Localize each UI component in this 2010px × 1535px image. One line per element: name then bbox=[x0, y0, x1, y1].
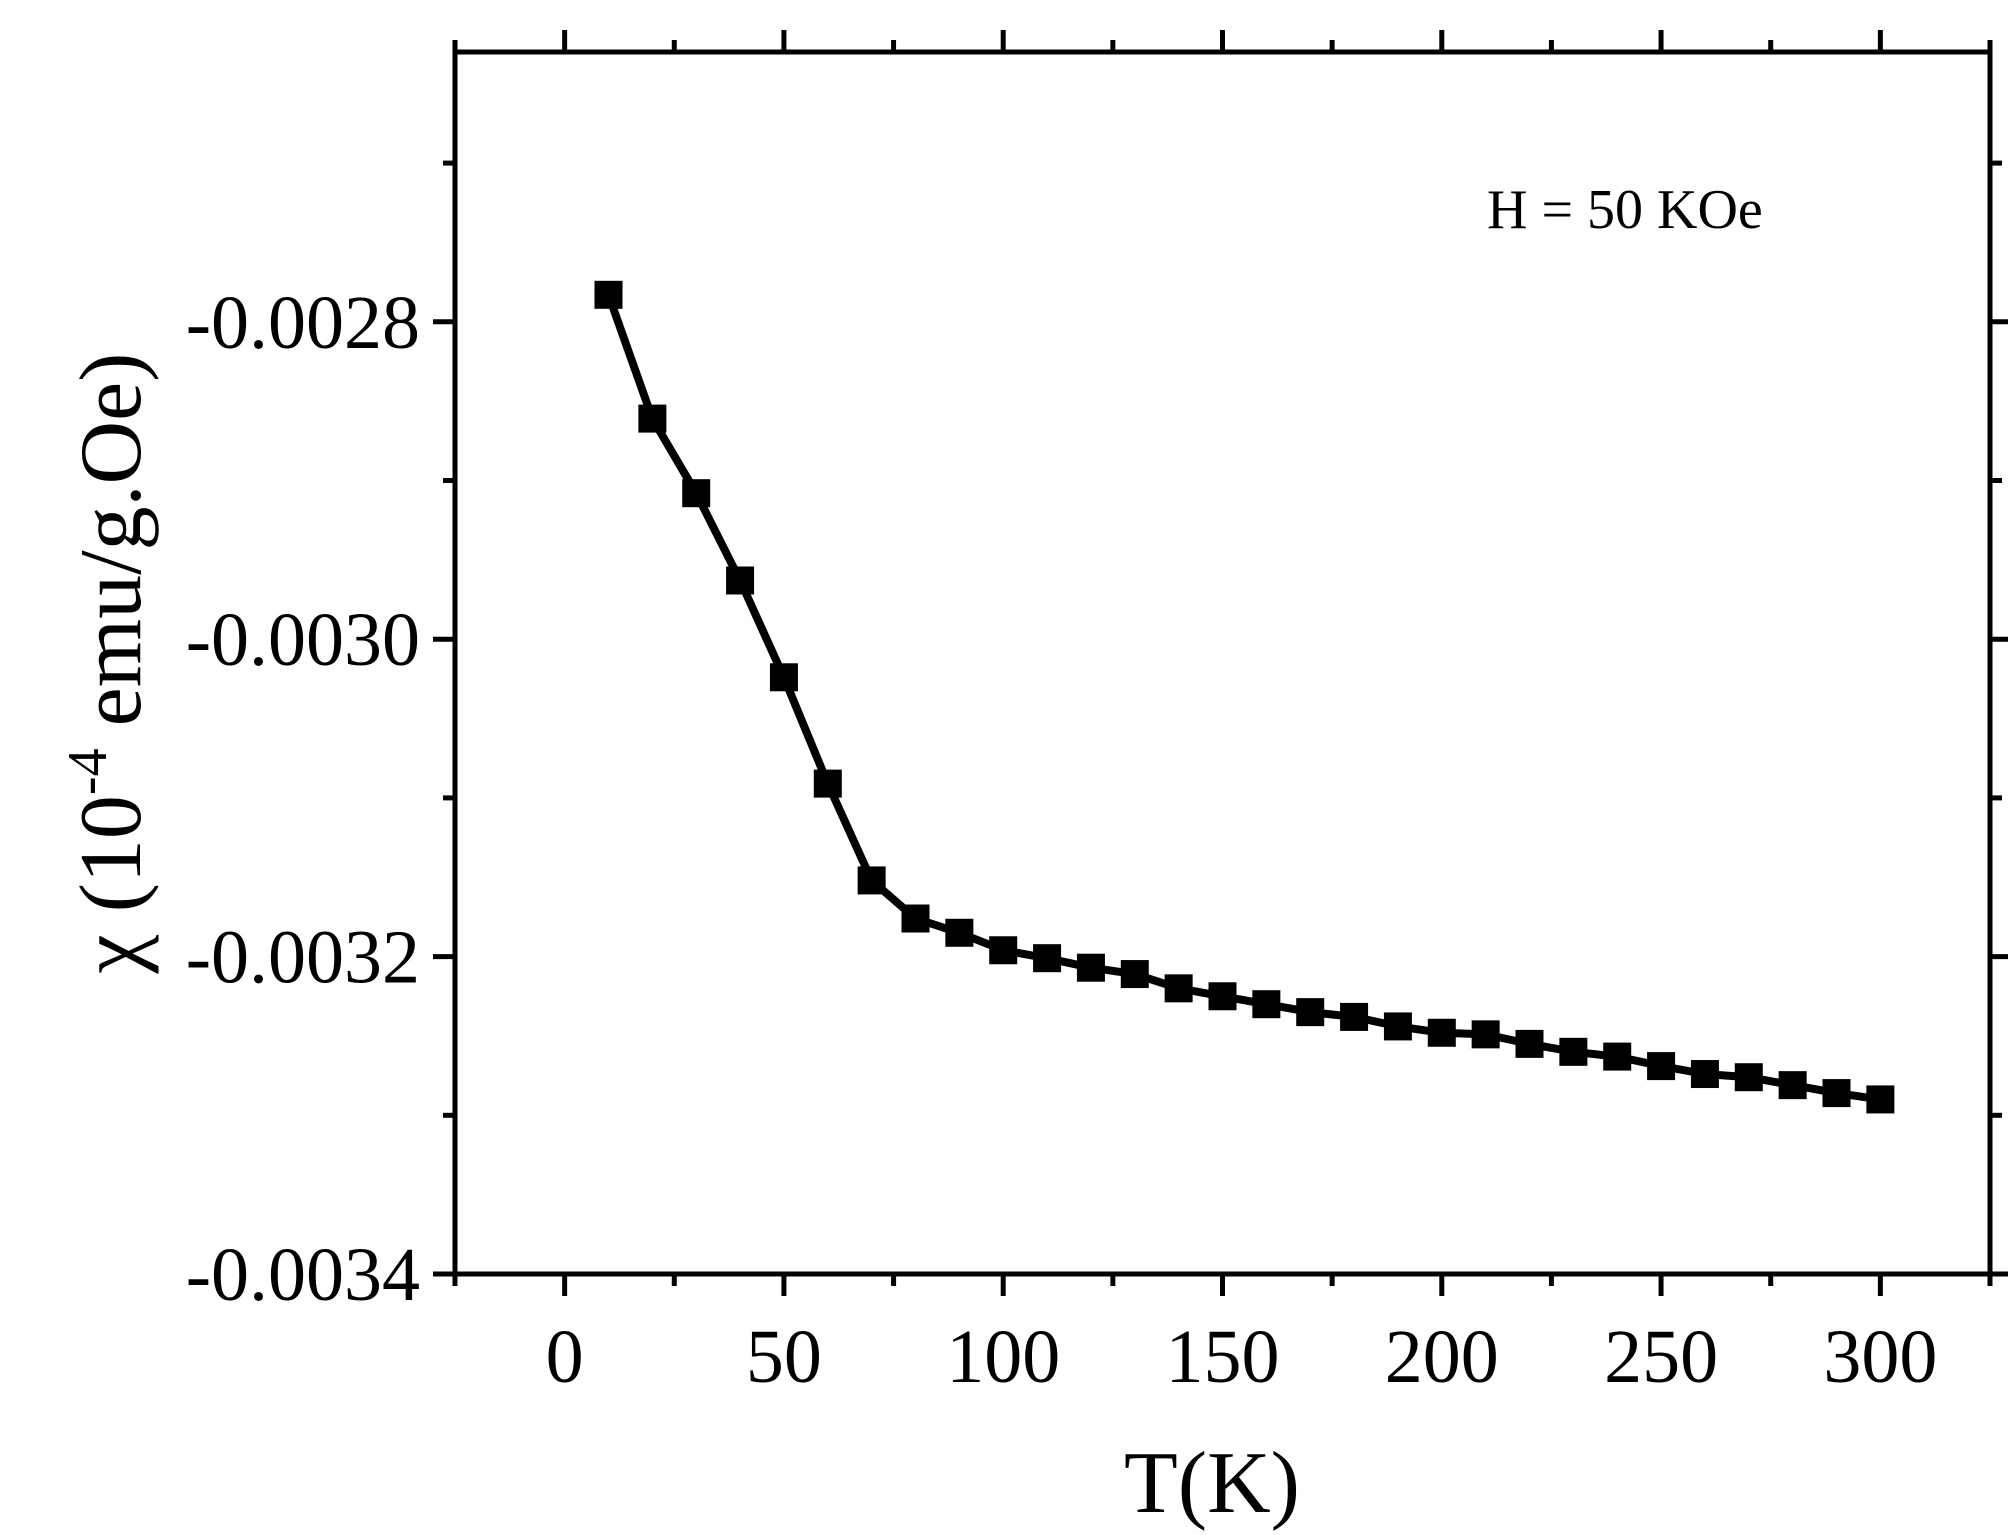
x-tick-label: 50 bbox=[746, 1315, 822, 1399]
data-point bbox=[901, 904, 930, 933]
x-tick-label: 100 bbox=[946, 1315, 1060, 1399]
data-point bbox=[769, 663, 798, 692]
data-point bbox=[594, 280, 623, 309]
x-axis-title: T(K) bbox=[1124, 1435, 1300, 1532]
y-axis-ticks: -0.0034 -0.0032 -0.0030 -0.0028 bbox=[186, 160, 2008, 1317]
y-axis-title: χ (10-4 emu/g.Oe) bbox=[57, 353, 160, 975]
data-point bbox=[1822, 1079, 1851, 1108]
data-point bbox=[682, 479, 711, 508]
x-tick-label: 0 bbox=[546, 1315, 584, 1399]
x-tick-label: 250 bbox=[1604, 1315, 1718, 1399]
y-axis-title-main: χ (10 bbox=[63, 795, 160, 974]
data-point bbox=[638, 404, 667, 433]
x-tick-label: 150 bbox=[1166, 1315, 1280, 1399]
data-point bbox=[1603, 1042, 1632, 1071]
y-tick-label: -0.0032 bbox=[186, 916, 420, 1000]
data-point bbox=[1164, 974, 1193, 1003]
y-tick-label: -0.0034 bbox=[186, 1233, 420, 1317]
data-point bbox=[1033, 944, 1062, 973]
data-point bbox=[1296, 998, 1325, 1027]
data-point bbox=[1076, 953, 1105, 982]
data-point bbox=[813, 769, 842, 798]
field-annotation: H = 50 KOe bbox=[1487, 179, 1763, 241]
series-line-group bbox=[604, 293, 1881, 1104]
data-point bbox=[1690, 1060, 1719, 1089]
data-point bbox=[1340, 1002, 1369, 1031]
data-point bbox=[1252, 990, 1281, 1019]
data-point bbox=[1471, 1020, 1500, 1049]
series-markers bbox=[594, 280, 1895, 1114]
data-point bbox=[1559, 1037, 1588, 1066]
data-point bbox=[1734, 1063, 1763, 1092]
data-point bbox=[1427, 1018, 1456, 1047]
data-point bbox=[726, 566, 755, 595]
data-point bbox=[1208, 982, 1237, 1011]
data-point bbox=[945, 918, 974, 947]
data-point bbox=[857, 866, 886, 895]
y-tick-label: -0.0030 bbox=[186, 598, 420, 682]
data-point bbox=[1120, 960, 1149, 989]
data-point bbox=[989, 936, 1018, 965]
series-line bbox=[604, 293, 1881, 1104]
data-point bbox=[1515, 1029, 1544, 1058]
y-axis-title-unit: emu/g.Oe) bbox=[63, 353, 160, 749]
data-point bbox=[1647, 1052, 1676, 1081]
data-point bbox=[1778, 1071, 1807, 1100]
y-axis-title-exponent: -4 bbox=[57, 748, 119, 795]
x-axis-ticks: 0 50 100 150 200 250 300 bbox=[452, 30, 1993, 1399]
x-tick-label: 300 bbox=[1823, 1315, 1937, 1399]
x-tick-label: 200 bbox=[1385, 1315, 1499, 1399]
data-point bbox=[1383, 1012, 1412, 1041]
data-point bbox=[1866, 1085, 1895, 1114]
y-tick-label: -0.0028 bbox=[186, 281, 420, 365]
